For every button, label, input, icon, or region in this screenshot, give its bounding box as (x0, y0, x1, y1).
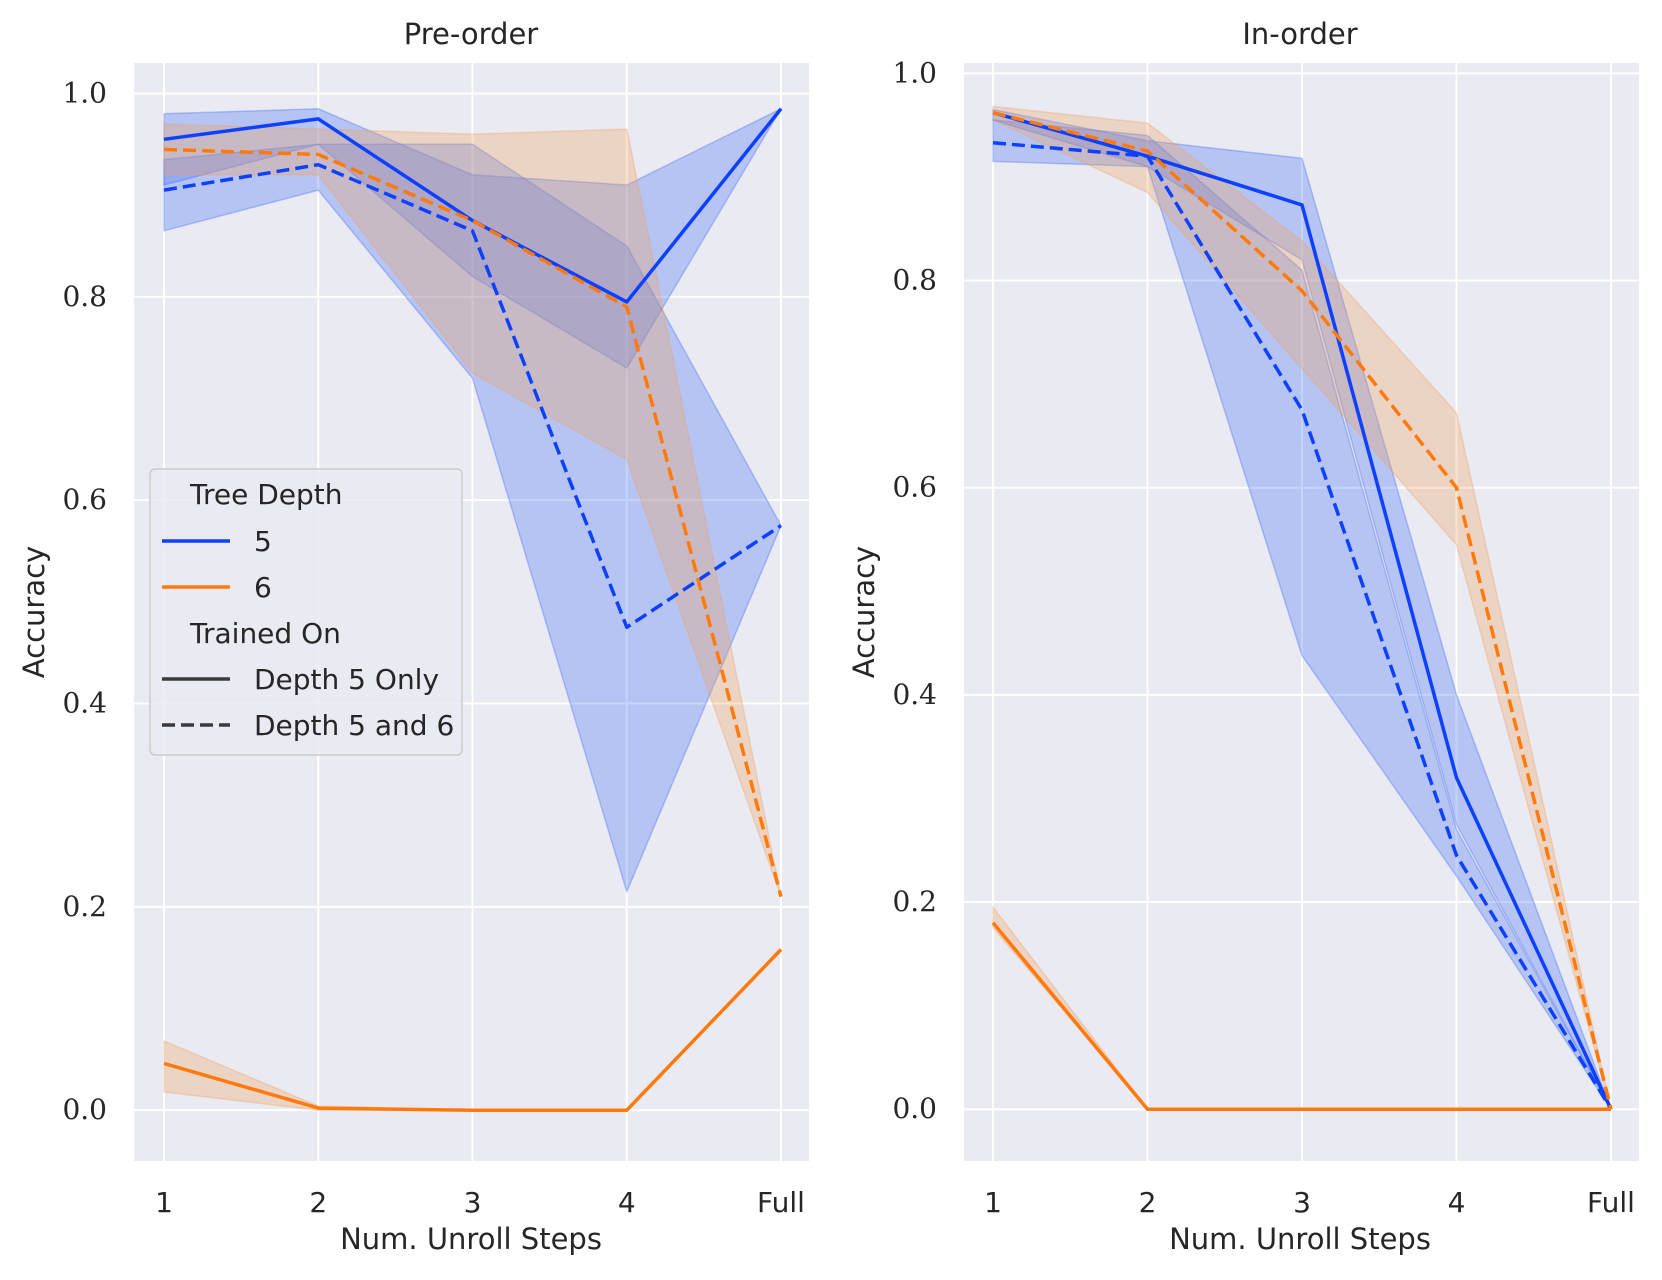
in-order-x-tick-labels: 1 2 3 4 Full (984, 1186, 1635, 1219)
pre-order-y-tick-label: 1.0 (62, 77, 107, 110)
pre-order-x-tick-label: 1 (155, 1186, 173, 1219)
pre-order-x-axis-label: Num. Unroll Steps (340, 1222, 602, 1256)
legend-label-depth-5-only: Depth 5 Only (254, 663, 439, 696)
pre-order-panel: 0.0 0.2 0.4 0.6 0.8 1.0 1 2 3 4 Full Pre-order Nu… (17, 17, 809, 1256)
in-order-line-depth-5-depth-5-only (992, 111, 1613, 1110)
pre-order-x-tick-label: 4 (618, 1186, 636, 1219)
legend-title-tree-depth: Tree Depth (189, 478, 343, 511)
pre-order-band-depth-6-depth-5-and-6 (163, 123, 782, 897)
in-order-y-axis-label: Accuracy (847, 546, 881, 678)
in-order-panel: 0.0 0.2 0.4 0.6 0.8 1.0 1 2 3 4 Full In-order Num… (847, 17, 1639, 1256)
pre-order-y-axis-label: Accuracy (17, 546, 51, 678)
in-order-y-tick-label: 0.8 (892, 264, 937, 297)
in-order-x-tick-label: Full (1587, 1186, 1635, 1219)
in-order-y-tick-label: 1.0 (892, 56, 937, 89)
legend-label-depth-5-and-6: Depth 5 and 6 (254, 709, 454, 742)
pre-order-y-tick-label: 0.6 (62, 483, 107, 516)
legend-title-trained-on: Trained On (189, 617, 341, 650)
pre-order-x-tick-label: 3 (464, 1186, 482, 1219)
in-order-lines (991, 111, 1613, 1111)
pre-order-x-tick-labels: 1 2 3 4 Full (155, 1186, 805, 1219)
in-order-title: In-order (1242, 17, 1357, 51)
pre-order-x-tick-label: Full (757, 1186, 805, 1219)
pre-order-y-tick-labels: 0.0 0.2 0.4 0.6 0.8 1.0 (62, 77, 107, 1127)
pre-order-line-depth-6-depth-5-and-6 (163, 147, 783, 898)
in-order-x-tick-label: 2 (1139, 1186, 1157, 1219)
pre-order-line-depth-5-depth-5-only (163, 107, 783, 304)
pre-order-y-tick-label: 0.0 (62, 1093, 107, 1126)
pre-order-y-tick-label: 0.8 (62, 280, 107, 313)
in-order-y-tick-labels: 0.0 0.2 0.4 0.6 0.8 1.0 (892, 56, 937, 1125)
in-order-x-axis-label: Num. Unroll Steps (1169, 1222, 1431, 1256)
in-order-x-tick-label: 3 (1293, 1186, 1311, 1219)
in-order-y-tick-label: 0.0 (892, 1092, 937, 1125)
legend: Tree Depth 5 6 Trained On Depth 5 Only D… (149, 468, 463, 756)
in-order-y-tick-label: 0.6 (892, 471, 937, 504)
in-order-band-depth-5-depth-5-and-6 (992, 119, 1612, 1110)
pre-order-x-tick-label: 2 (309, 1186, 327, 1219)
pre-order-y-tick-label: 0.4 (62, 687, 107, 720)
legend-label-depth-5: 5 (254, 525, 272, 558)
legend-label-depth-6: 6 (254, 571, 272, 604)
pre-order-lines (163, 107, 783, 1112)
in-order-line-depth-6-depth-5-and-6 (992, 111, 1613, 1110)
pre-order-y-tick-label: 0.2 (62, 890, 107, 923)
in-order-y-tick-label: 0.4 (892, 678, 937, 711)
in-order-y-tick-label: 0.2 (892, 885, 937, 918)
in-order-band-depth-5-depth-5-only (992, 108, 1612, 1110)
pre-order-band-depth-5-depth-5-and-6 (163, 143, 782, 894)
pre-order-line-depth-6-depth-5-only (163, 948, 783, 1112)
in-order-line-depth-6-depth-5-only (991, 921, 1611, 1111)
in-order-line-depth-5-depth-5-and-6 (992, 141, 1613, 1111)
in-order-x-tick-label: 1 (984, 1186, 1002, 1219)
pre-order-line-depth-5-depth-5-and-6 (163, 162, 782, 630)
pre-order-title: Pre-order (404, 17, 539, 51)
in-order-x-tick-label: 4 (1448, 1186, 1466, 1219)
